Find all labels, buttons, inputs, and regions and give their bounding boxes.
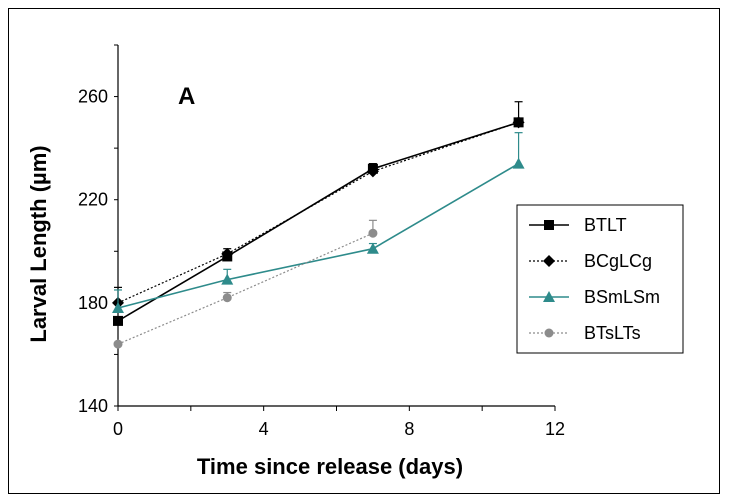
data-point <box>366 242 379 254</box>
y-tick-label: 140 <box>78 396 108 416</box>
axes: 140 180 220 260 0 4 8 12 <box>78 44 565 439</box>
y-tick-label: 220 <box>78 190 108 210</box>
x-tick-label: 8 <box>404 419 414 439</box>
series-line <box>117 121 519 304</box>
series-BTsLTs <box>113 219 378 349</box>
data-point <box>512 116 525 129</box>
x-tick-label: 0 <box>113 419 123 439</box>
series-line <box>117 121 519 322</box>
series-BCgLCg <box>112 116 525 309</box>
y-tick-label: 260 <box>78 87 108 107</box>
data-point <box>222 293 232 303</box>
data-point <box>368 228 378 238</box>
series-BSmLSm <box>112 132 525 314</box>
legend-label: BCgLCg <box>584 251 652 271</box>
data-point <box>112 302 124 314</box>
data-point <box>113 339 123 349</box>
data-point <box>366 165 379 178</box>
panel-label: A <box>178 83 195 110</box>
data-point <box>221 273 234 285</box>
legend-marker <box>544 328 554 338</box>
data-point <box>221 247 234 260</box>
legend-label: BTLT <box>584 215 627 235</box>
x-tick-label: 4 <box>259 419 269 439</box>
legend-label: BSmLSm <box>584 287 660 307</box>
data-point <box>113 315 123 326</box>
legend: BTLT BCgLCg BSmLSm BTsLTs <box>516 204 684 354</box>
legend-label: BTsLTs <box>584 323 641 343</box>
legend-marker <box>544 220 554 230</box>
series-line <box>117 232 374 345</box>
y-axis-title: Larval Length (µm) <box>26 145 51 342</box>
x-axis-title: Time since release (days) <box>197 454 463 479</box>
series-layer <box>112 101 525 349</box>
y-tick-label: 180 <box>78 293 108 313</box>
series-line <box>117 162 519 309</box>
x-tick-label: 12 <box>545 419 565 439</box>
legend-marker <box>543 291 555 302</box>
data-point <box>512 157 525 169</box>
series-BTLT <box>113 101 524 326</box>
legend-marker <box>543 255 555 267</box>
